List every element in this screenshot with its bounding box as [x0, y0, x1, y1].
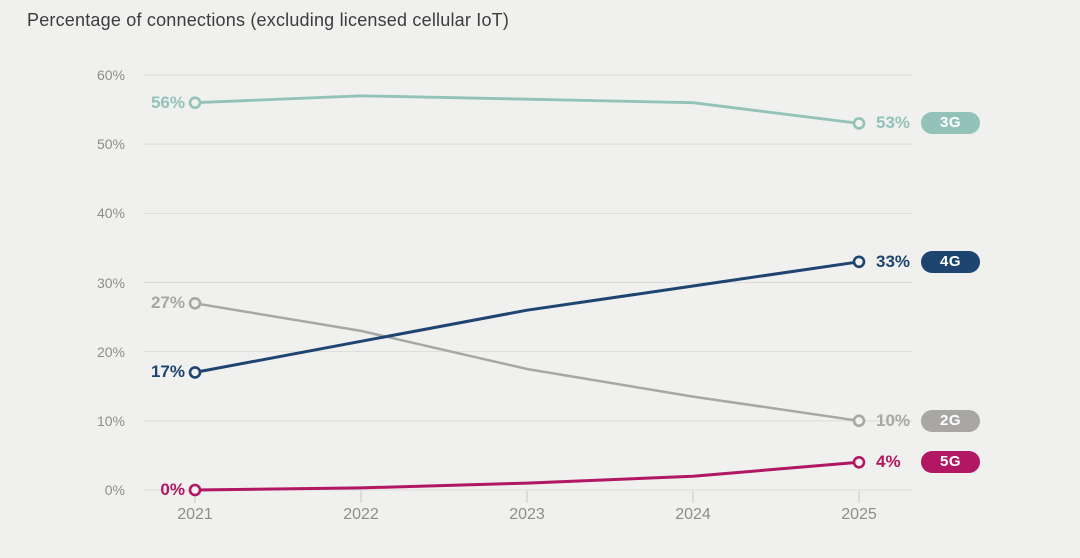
data-point-marker-3g	[852, 117, 866, 130]
data-point-marker-2g	[852, 414, 866, 428]
data-point-marker-4g	[852, 255, 866, 269]
chart-title: Percentage of connections (excluding lic…	[27, 10, 510, 30]
data-point-marker-5g	[852, 455, 866, 469]
data-point-marker-4g	[188, 366, 202, 379]
series-line-3g	[193, 94, 861, 125]
data-point-marker-3g	[188, 96, 202, 109]
series-line-2g	[193, 302, 861, 423]
data-point-marker-5g	[188, 483, 202, 497]
data-point-marker-2g	[188, 296, 202, 310]
series-line-4g	[193, 260, 861, 374]
series-line-5g	[193, 460, 861, 492]
